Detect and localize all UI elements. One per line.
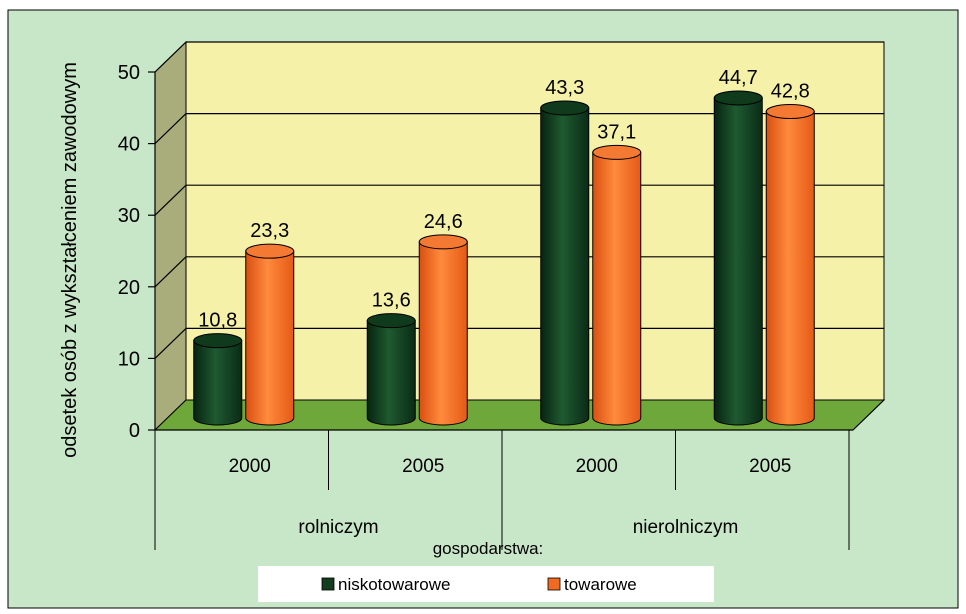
bar-top <box>766 105 814 119</box>
bar-body <box>419 242 467 425</box>
x-tick-label: 2000 <box>576 456 618 477</box>
side-wall <box>155 42 186 430</box>
bar-body <box>367 321 415 425</box>
legend-swatch-niskotowarowe <box>322 578 334 590</box>
bar-body <box>541 108 589 425</box>
data-label-towarowe-1: 24,6 <box>424 211 463 233</box>
bar-body <box>766 112 814 425</box>
bar-top <box>246 244 294 258</box>
legend-label-towarowe: towarowe <box>564 575 637 594</box>
bar-niskotowarowe-2 <box>541 101 589 425</box>
legend-swatch-towarowe <box>548 578 560 590</box>
bar-niskotowarowe-3 <box>714 91 762 425</box>
legend: niskotowarowe towarowe <box>258 566 714 602</box>
data-label-niskotowarowe-3: 44,7 <box>719 67 758 89</box>
data-label-towarowe-3: 42,8 <box>771 81 810 103</box>
bar-towarowe-2 <box>593 145 641 425</box>
legend-label-niskotowarowe: niskotowarowe <box>338 575 450 594</box>
bar-towarowe-1 <box>419 235 467 425</box>
y-tick-label: 50 <box>118 62 140 84</box>
bar-top <box>419 235 467 249</box>
y-tick-label: 10 <box>118 348 140 370</box>
data-label-niskotowarowe-0: 10,8 <box>198 310 237 332</box>
y-tick-label: 40 <box>118 134 140 156</box>
bar-body <box>593 152 641 425</box>
bar-top <box>194 334 242 348</box>
x-tick-label: 2005 <box>402 456 444 477</box>
x-axis-title: gospodarstwa: <box>433 539 544 558</box>
bar-niskotowarowe-1 <box>367 314 415 425</box>
group-label: nierolniczym <box>633 517 739 538</box>
bar-body <box>194 341 242 425</box>
x-tick-label: 2005 <box>749 456 791 477</box>
bar-top <box>593 145 641 159</box>
bar-towarowe-0 <box>246 244 294 425</box>
y-tick-label: 0 <box>129 420 140 442</box>
data-label-niskotowarowe-1: 13,6 <box>372 290 411 312</box>
data-label-towarowe-2: 37,1 <box>597 121 636 143</box>
y-tick-label: 20 <box>118 277 140 299</box>
bar-niskotowarowe-0 <box>194 334 242 425</box>
y-tick-label: 30 <box>118 205 140 227</box>
x-tick-label: 2000 <box>229 456 271 477</box>
bar-body <box>714 98 762 425</box>
bar-body <box>246 251 294 425</box>
group-label: rolniczym <box>298 517 378 538</box>
data-label-niskotowarowe-2: 43,3 <box>545 77 584 99</box>
bar-top <box>541 101 589 115</box>
y-axis-title: odsetek osób z wykształceniem zawodowym <box>59 62 81 458</box>
bar-top <box>714 91 762 105</box>
bar-top <box>367 314 415 328</box>
bar-towarowe-3 <box>766 105 814 425</box>
data-label-towarowe-0: 23,3 <box>250 220 289 242</box>
